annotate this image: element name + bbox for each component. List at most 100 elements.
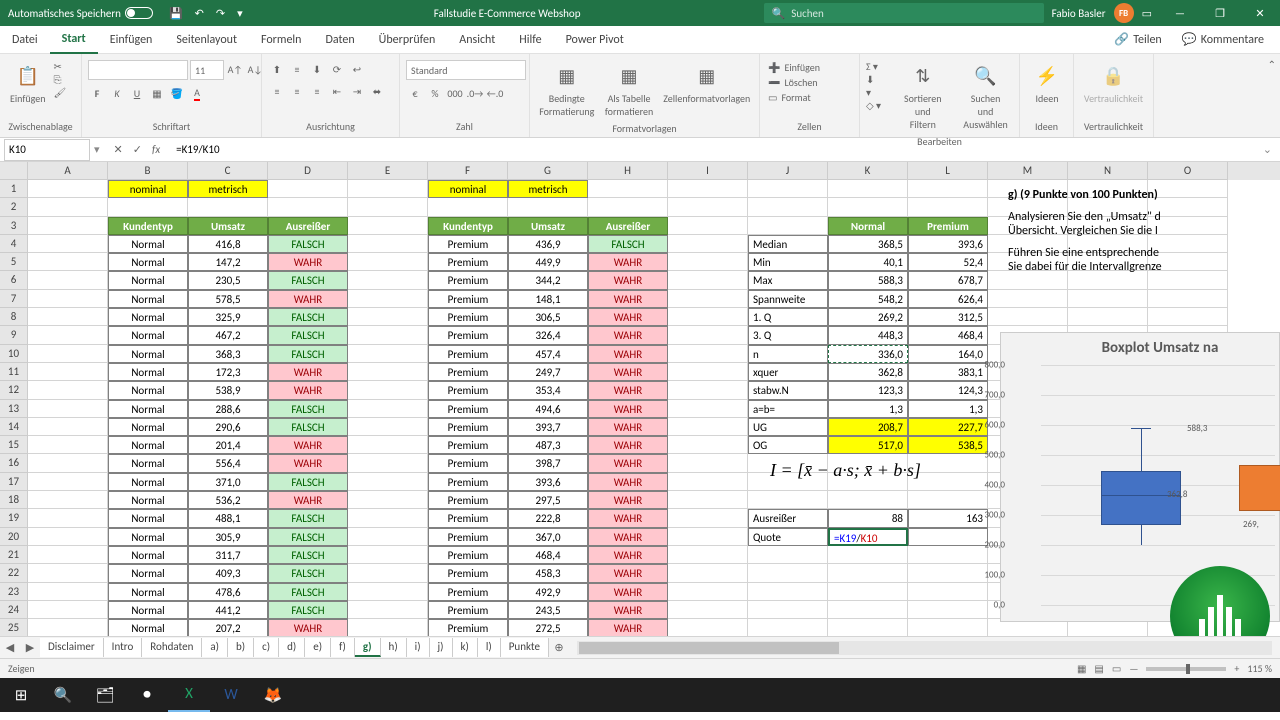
row-header-22[interactable]: 22 (0, 564, 28, 582)
italic-icon[interactable]: K (108, 84, 126, 102)
new-sheet-button[interactable]: ⊕ (549, 641, 569, 654)
formula-bar[interactable]: =K19/K10 (170, 143, 1255, 156)
sheet-tab-l)[interactable]: l) (478, 638, 501, 657)
row-header-16[interactable]: 16 (0, 454, 28, 472)
row-header-11[interactable]: 11 (0, 363, 28, 381)
col-header-N[interactable]: N (1068, 162, 1148, 180)
row-header-24[interactable]: 24 (0, 601, 28, 619)
tab-hilfe[interactable]: Hilfe (507, 26, 553, 54)
align-bot-icon[interactable]: ⬇ (308, 60, 326, 78)
close-button[interactable]: ✕ (1240, 0, 1280, 26)
sheet-tab-Rohdaten[interactable]: Rohdaten (142, 638, 202, 657)
fontsize-select[interactable]: 11 (190, 60, 224, 80)
find-select-button[interactable]: 🔍Suchen und Auswählen (958, 60, 1013, 133)
sheet-tab-f)[interactable]: f) (331, 638, 355, 657)
font-select[interactable] (88, 60, 188, 80)
sheet-tab-Intro[interactable]: Intro (104, 638, 143, 657)
expand-fx-icon[interactable]: ⌄ (1255, 143, 1280, 156)
orient-icon[interactable]: ⟳ (328, 60, 346, 78)
row-header-9[interactable]: 9 (0, 326, 28, 344)
sheet-tab-i)[interactable]: i) (407, 638, 430, 657)
taskbar-search[interactable]: 🔍 (42, 678, 84, 712)
paste-button[interactable]: 📋Einfügen (6, 60, 50, 107)
tab-datei[interactable]: Datei (0, 26, 50, 54)
sort-filter-button[interactable]: ⇅Sortieren und Filtern (891, 60, 954, 133)
taskbar-app1[interactable]: 🗂 (84, 678, 126, 712)
redo-icon[interactable]: ↷ (216, 7, 225, 20)
zoom-in-icon[interactable]: + (1234, 662, 1239, 675)
sheet-nav-next[interactable]: ▶ (20, 641, 40, 654)
col-header-I[interactable]: I (668, 162, 748, 180)
sheet-tab-Punkte[interactable]: Punkte (501, 638, 549, 657)
tab-überprüfen[interactable]: Überprüfen (367, 26, 448, 54)
row-header-23[interactable]: 23 (0, 583, 28, 601)
taskbar-obs[interactable]: ⏺ (126, 678, 168, 712)
format-table-button[interactable]: ▦Als Tabelle formatieren (602, 60, 657, 120)
sheet-tab-k)[interactable]: k) (453, 638, 478, 657)
grow-font-icon[interactable]: A↑ (226, 60, 244, 78)
row-header-21[interactable]: 21 (0, 546, 28, 564)
row-header-17[interactable]: 17 (0, 473, 28, 491)
undo-icon[interactable]: ↶ (195, 7, 204, 20)
cancel-icon[interactable]: ✕ (114, 143, 123, 156)
currency-icon[interactable]: € (406, 84, 424, 102)
row-header-14[interactable]: 14 (0, 418, 28, 436)
spreadsheet-grid[interactable]: ABCDEFGHIJKLMNO 1nominalmetrischnominalm… (0, 162, 1280, 636)
col-header-C[interactable]: C (188, 162, 268, 180)
cell-styles-button[interactable]: ▦Zellenformatvorlagen (661, 60, 753, 107)
sheet-tab-d)[interactable]: d) (279, 638, 305, 657)
autosave-toggle[interactable] (125, 7, 153, 19)
col-header-M[interactable]: M (988, 162, 1068, 180)
col-header-J[interactable]: J (748, 162, 828, 180)
sheet-tab-Disclaimer[interactable]: Disclaimer (40, 638, 104, 657)
col-header-E[interactable]: E (348, 162, 428, 180)
row-header-13[interactable]: 13 (0, 400, 28, 418)
row-header-6[interactable]: 6 (0, 271, 28, 289)
view-layout-icon[interactable]: ▤ (1094, 662, 1103, 675)
row-header-10[interactable]: 10 (0, 345, 28, 363)
row-header-5[interactable]: 5 (0, 253, 28, 271)
row-header-3[interactable]: 3 (0, 217, 28, 235)
search-box[interactable]: 🔍 Suchen (764, 3, 1044, 23)
zoom-slider[interactable] (1146, 667, 1226, 671)
minimize-button[interactable]: — (1160, 0, 1200, 26)
percent-icon[interactable]: % (426, 84, 444, 102)
row-header-20[interactable]: 20 (0, 528, 28, 546)
fx-icon[interactable]: fx (152, 143, 160, 156)
merge-icon[interactable]: ⬌ (368, 82, 386, 100)
align-mid-icon[interactable]: ≡ (288, 60, 306, 78)
ribbon-display-icon[interactable]: ▭ (1142, 7, 1152, 20)
underline-icon[interactable]: U (128, 84, 146, 102)
format-cells-button[interactable]: ▭ Format (766, 90, 822, 105)
indent-inc-icon[interactable]: ⇥ (348, 82, 366, 100)
qat-more-icon[interactable]: ▾ (237, 7, 243, 20)
number-format-select[interactable]: Standard (406, 60, 526, 80)
sheet-tab-a)[interactable]: a) (202, 638, 228, 657)
row-header-2[interactable]: 2 (0, 198, 28, 216)
indent-dec-icon[interactable]: ⇤ (328, 82, 346, 100)
fill-down-icon[interactable]: ⬇ ▾ (866, 73, 881, 99)
col-header-G[interactable]: G (508, 162, 588, 180)
tab-daten[interactable]: Daten (313, 26, 366, 54)
col-header-D[interactable]: D (268, 162, 348, 180)
col-header-B[interactable]: B (108, 162, 188, 180)
fontcolor-icon[interactable]: A (188, 84, 206, 102)
col-header-K[interactable]: K (828, 162, 908, 180)
wrap-icon[interactable]: ↩ (348, 60, 366, 78)
view-normal-icon[interactable]: ▦ (1077, 662, 1086, 675)
tab-start[interactable]: Start (50, 26, 98, 54)
sheet-tab-b)[interactable]: b) (228, 638, 254, 657)
sheet-tab-j)[interactable]: j) (430, 638, 453, 657)
zoom-out-icon[interactable]: — (1129, 662, 1138, 675)
align-left-icon[interactable]: ≡ (268, 82, 286, 100)
align-center-icon[interactable]: ≡ (288, 82, 306, 100)
start-button[interactable]: ⊞ (0, 678, 42, 712)
taskbar-excel[interactable]: X (168, 678, 210, 712)
taskbar-word[interactable]: W (210, 678, 252, 712)
col-header-O[interactable]: O (1148, 162, 1228, 180)
row-header-18[interactable]: 18 (0, 491, 28, 509)
sheet-tab-g)[interactable]: g) (355, 638, 381, 657)
row-header-4[interactable]: 4 (0, 235, 28, 253)
tab-einfügen[interactable]: Einfügen (98, 26, 165, 54)
enter-icon[interactable]: ✓ (133, 143, 142, 156)
